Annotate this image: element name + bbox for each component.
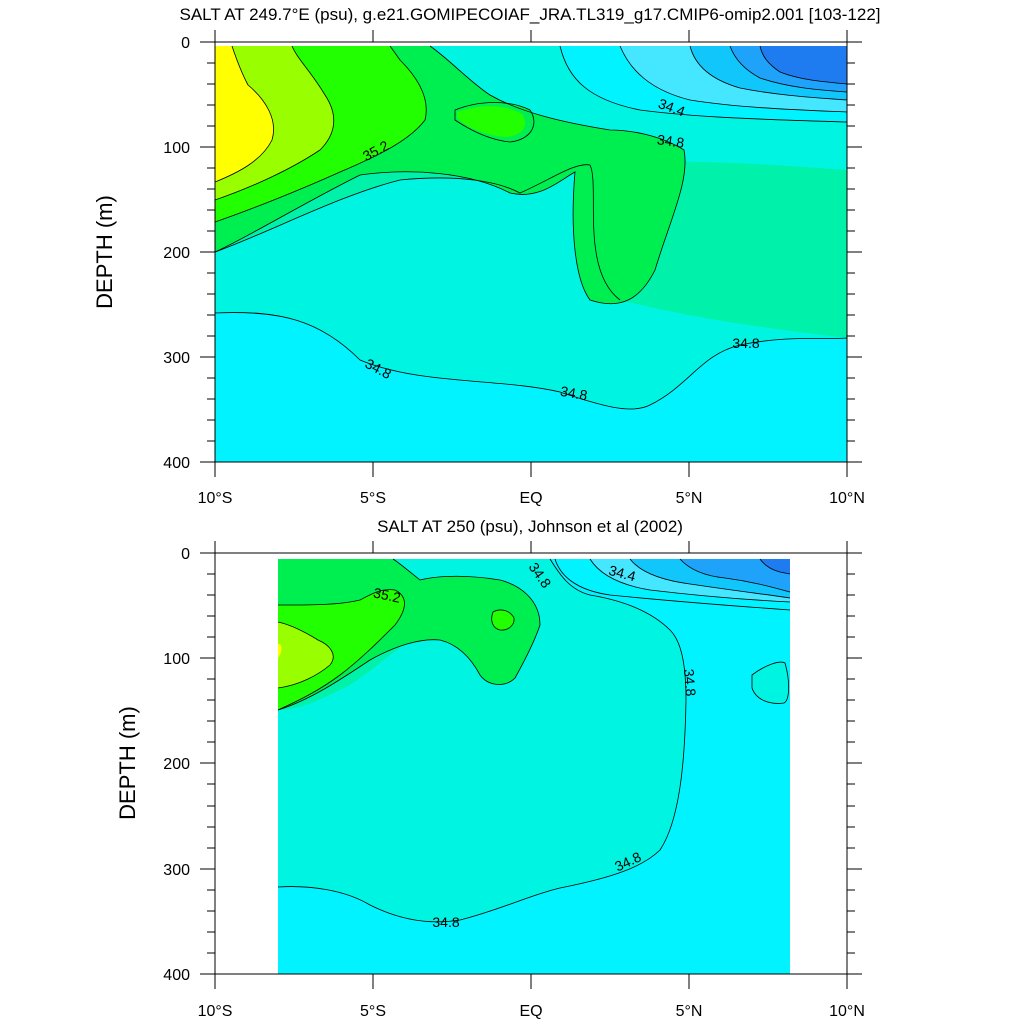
y-tick-label: 200: [163, 756, 190, 773]
fill-35-8: [278, 644, 282, 658]
axis-ticks: [200, 30, 862, 477]
axis-ticks: [200, 541, 862, 989]
contour-line: [215, 45, 427, 223]
fill-35-8: [215, 46, 274, 182]
x-tick-label: 5°N: [676, 1003, 703, 1020]
y-tick-label: 400: [163, 967, 190, 984]
contour-label: 35.2: [372, 584, 402, 605]
y-tick-labels: 0 100 200 300 400: [163, 546, 190, 984]
contour-label: 34.8: [732, 335, 759, 351]
x-tick-label: EQ: [519, 1003, 542, 1020]
contour-line: [491, 609, 515, 631]
contour-line: [589, 558, 791, 603]
contour-line: [215, 45, 335, 201]
contour-line: [277, 558, 687, 923]
fill-33-6: [760, 46, 847, 84]
fill-33-6: [760, 559, 790, 574]
fill-35-4-lens: [491, 610, 515, 631]
y-tick-label: 300: [163, 862, 190, 879]
y-tick-label: 300: [163, 350, 190, 367]
fill-34-6-lens: [752, 662, 789, 704]
x-tick-label: 10°N: [829, 1003, 865, 1020]
contour-line: [689, 45, 847, 101]
y-tick-label: 0: [181, 546, 190, 563]
x-tick-label: EQ: [519, 490, 542, 507]
contour-line: [629, 558, 791, 599]
contour-line: [729, 45, 847, 93]
fill-35-6: [278, 622, 334, 688]
x-tick-label: 10°S: [198, 490, 233, 507]
contour-label: 34.4: [607, 562, 638, 585]
y-tick-label: 400: [163, 455, 190, 472]
contour-line: [277, 621, 334, 689]
y-tick-labels: 0 100 200 300 400: [163, 35, 190, 472]
contour-line: [454, 102, 535, 143]
contour-label: 34.8: [559, 383, 589, 404]
fill-35-4-lens: [457, 106, 526, 137]
x-tick-label: 5°S: [360, 490, 386, 507]
contour-line: [215, 45, 686, 305]
contour-line: [619, 45, 847, 113]
x-tick-labels: 10°S 5°S EQ 5°N 10°N: [198, 1003, 865, 1020]
fill-35-4: [278, 589, 405, 710]
contour-line: [751, 661, 790, 704]
y-tick-label: 100: [163, 651, 190, 668]
y-tick-label: 200: [163, 245, 190, 262]
contour-label: 34.8: [681, 668, 699, 697]
contour-line: [554, 558, 791, 611]
y-tick-label: 0: [181, 35, 190, 52]
contour-label: 34.8: [432, 914, 459, 930]
contour-line: [759, 45, 847, 85]
fill-34-0: [680, 559, 790, 592]
contour-fill-layer: [278, 559, 790, 974]
contour-line: [559, 45, 847, 123]
x-tick-label: 5°S: [360, 1003, 386, 1020]
contour-line: [679, 558, 791, 593]
contour-label: 34.8: [656, 131, 685, 151]
contour-line: [277, 589, 405, 711]
y-axis-label: DEPTH (m): [92, 195, 117, 309]
contour-line: [759, 558, 791, 575]
chart-title: SALT AT 250 (psu), Johnson et al (2002): [377, 517, 683, 536]
contour-line: [215, 164, 621, 301]
contour-fill-layer: [215, 46, 847, 462]
contour-lines: [277, 558, 791, 923]
chart-title: SALT AT 249.7°E (psu), g.e21.GOMIPECOIAF…: [179, 5, 880, 24]
x-tick-label: 5°N: [676, 490, 703, 507]
y-axis-label: DEPTH (m): [115, 706, 140, 820]
x-tick-label: 10°N: [829, 490, 865, 507]
fill-34-6-deep: [278, 559, 790, 974]
contour-line: [277, 558, 541, 711]
contour-line: [215, 312, 847, 410]
panel-model: SALT AT 249.7°E (psu), g.e21.GOMIPECOIAF…: [92, 5, 881, 507]
panel-observations: SALT AT 250 (psu), Johnson et al (2002): [115, 517, 865, 1020]
x-tick-labels: 10°S 5°S EQ 5°N 10°N: [198, 490, 865, 507]
contour-line: [215, 45, 274, 183]
y-tick-label: 100: [163, 140, 190, 157]
x-tick-label: 10°S: [198, 1003, 233, 1020]
contour-lines: [215, 45, 847, 410]
